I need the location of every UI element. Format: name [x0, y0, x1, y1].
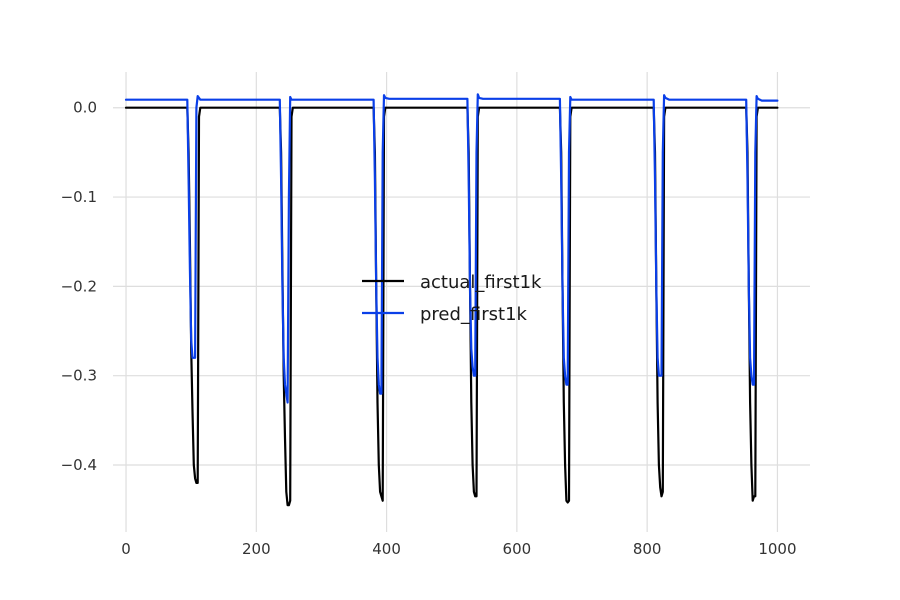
y-tick-label: −0.4	[61, 456, 97, 474]
x-tick-label: 1000	[758, 540, 796, 558]
y-tick-label: −0.3	[61, 367, 97, 385]
y-tick-label: 0.0	[73, 99, 97, 117]
x-tick-label: 600	[503, 540, 532, 558]
grid-lines	[113, 72, 810, 532]
series-layer	[124, 93, 779, 507]
x-tick-label: 200	[242, 540, 271, 558]
y-tick-label: −0.1	[61, 188, 97, 206]
legend-label-actual: actual_first1k	[420, 272, 542, 293]
x-tick-label: 0	[121, 540, 131, 558]
legend: actual_first1k pred_first1k	[362, 272, 542, 325]
legend-label-pred: pred_first1k	[420, 304, 528, 325]
x-tick-label: 800	[633, 540, 662, 558]
y-tick-label: −0.2	[61, 277, 97, 295]
series-line-pred	[124, 93, 779, 404]
x-tick-label: 400	[372, 540, 401, 558]
tick-labels: 0 200 400 600 800 1000 0.0 −0.1 −0.2 −0.3 −0.4	[61, 99, 797, 558]
